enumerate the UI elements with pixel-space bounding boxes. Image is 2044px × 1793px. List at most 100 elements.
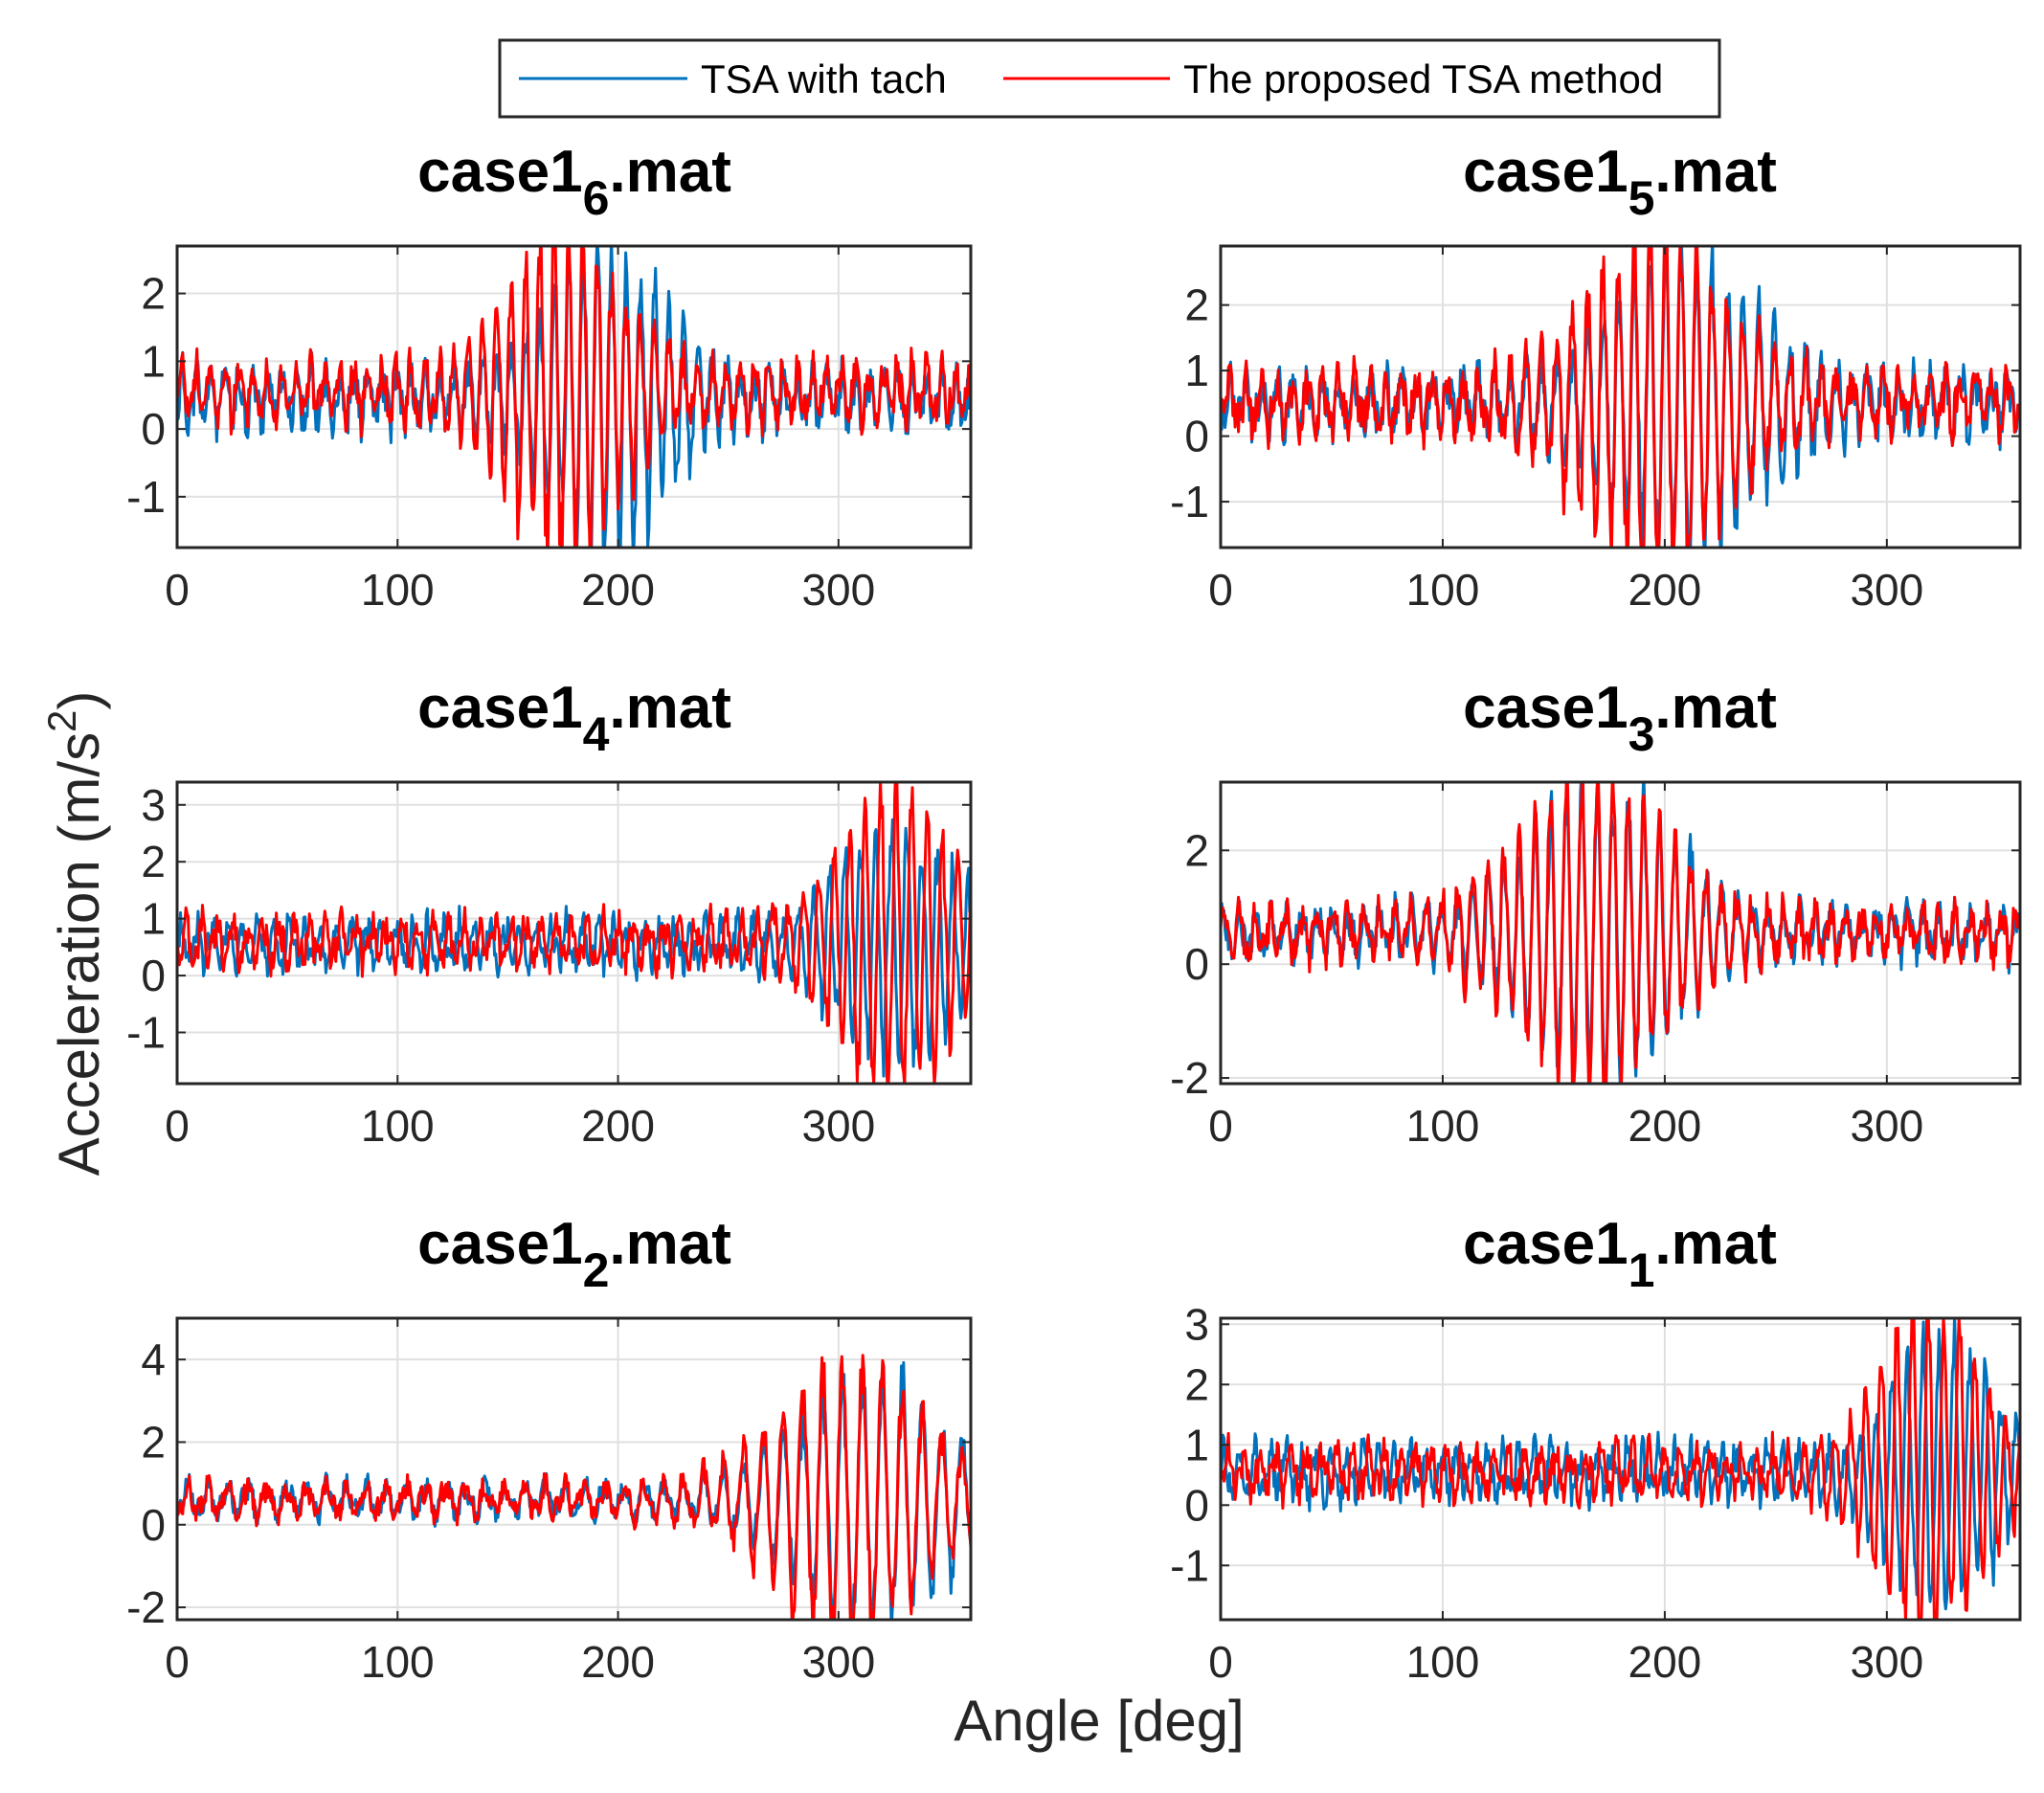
subplot-title-end: .mat xyxy=(1654,675,1776,741)
y-tick-label: 2 xyxy=(141,269,166,319)
x-tick-label: 200 xyxy=(1628,1637,1702,1687)
series-line-proposed-tsa xyxy=(1221,782,2020,1084)
y-tick-label: 1 xyxy=(1184,1420,1209,1469)
subplot-title-subscript: 6 xyxy=(583,171,610,225)
y-axis-label-end: ) xyxy=(47,691,111,710)
axes-frame xyxy=(175,1316,973,1622)
y-axis-label: Acceleration (m/s2) xyxy=(39,691,111,1177)
x-tick-label: 300 xyxy=(1850,1637,1923,1687)
y-tick-label: -1 xyxy=(126,1008,166,1058)
y-tick-label: 0 xyxy=(141,951,166,1000)
subplot-title-base: case1 xyxy=(1463,139,1628,205)
x-tick-label: 100 xyxy=(1406,1101,1480,1151)
x-tick-label: 200 xyxy=(1628,1101,1702,1151)
series-line-proposed-tsa xyxy=(1221,246,2020,548)
y-tick-label: 0 xyxy=(141,404,166,454)
x-tick-label: 200 xyxy=(581,1637,655,1687)
subplot-case1-5: case15.mat 0 100 200 300 -1 0 1 2 xyxy=(1170,139,2022,615)
y-tick-label: 3 xyxy=(141,780,166,830)
y-tick-label: 2 xyxy=(141,1417,166,1467)
series-line-proposed-tsa xyxy=(177,246,971,548)
y-tick-label: 0 xyxy=(1184,1480,1209,1530)
subplot-title-end: .mat xyxy=(1654,139,1776,205)
series-line-tsa-with-tach xyxy=(177,818,971,1078)
y-tick-label: -1 xyxy=(1170,1540,1209,1590)
axes-frame xyxy=(175,244,973,549)
subplot-title-subscript: 2 xyxy=(583,1244,610,1297)
y-tick-label: 0 xyxy=(141,1500,166,1550)
x-tick-label: 100 xyxy=(1406,1637,1480,1687)
x-tick-label: 100 xyxy=(361,1637,435,1687)
subplot-case1-6: case16.mat 0 100 200 300 -1 0 1 2 xyxy=(126,139,973,615)
legend-label-proposed-tsa: The proposed TSA method xyxy=(1183,56,1663,101)
axes-frame xyxy=(175,780,973,1086)
subplot-title-case1_5: case15.mat xyxy=(1463,139,1777,225)
subplot-title-case1_4: case14.mat xyxy=(417,675,731,761)
y-tick-label: 0 xyxy=(1184,412,1209,461)
subplot-title-base: case1 xyxy=(417,675,582,741)
y-tick-label: 1 xyxy=(141,336,166,386)
x-tick-label: 0 xyxy=(1208,565,1233,615)
x-axis-label: Angle [deg] xyxy=(954,1689,1245,1753)
x-tick-label: 200 xyxy=(1628,565,1702,615)
series-line-proposed-tsa xyxy=(177,782,971,1084)
subplot-title-end: .mat xyxy=(609,139,730,205)
x-tick-label: 0 xyxy=(1208,1101,1233,1151)
y-tick-label: -2 xyxy=(1170,1053,1209,1103)
x-tick-label: 100 xyxy=(361,565,435,615)
subplot-title-case1_2: case12.mat xyxy=(417,1211,731,1297)
x-tick-label: 300 xyxy=(801,565,875,615)
x-tick-label: 300 xyxy=(801,1637,875,1687)
subplot-title-subscript: 1 xyxy=(1628,1244,1655,1297)
subplot-title-base: case1 xyxy=(1463,1211,1628,1277)
y-tick-label: 2 xyxy=(1184,280,1209,330)
y-tick-label: 1 xyxy=(1184,346,1209,395)
subplot-title-case1_6: case16.mat xyxy=(417,139,731,225)
y-tick-label: 2 xyxy=(141,837,166,886)
y-tick-label: 0 xyxy=(1184,939,1209,989)
axes-frame xyxy=(1219,780,2022,1086)
subplot-title-case1_1: case11.mat xyxy=(1463,1211,1777,1297)
y-tick-label: 2 xyxy=(1184,825,1209,875)
plot-area xyxy=(177,1318,971,1620)
subplot-title-base: case1 xyxy=(1463,675,1628,741)
x-tick-label: 0 xyxy=(165,565,190,615)
subplot-title-subscript: 3 xyxy=(1628,707,1655,761)
x-tick-label: 0 xyxy=(1208,1637,1233,1687)
subplot-title-end: .mat xyxy=(609,675,730,741)
subplot-title-end: .mat xyxy=(609,1211,730,1277)
x-tick-label: 300 xyxy=(1850,565,1923,615)
series-line-proposed-tsa xyxy=(177,1354,971,1620)
axes-frame xyxy=(1219,244,2022,549)
legend-label-tsa-with-tach: TSA with tach xyxy=(701,56,947,101)
subplot-title-subscript: 4 xyxy=(583,707,610,761)
series-line-proposed-tsa xyxy=(1221,1318,2020,1620)
x-tick-label: 100 xyxy=(1406,565,1480,615)
subplot-case1-4: case14.mat 0 100 200 300 -1 0 1 2 3 xyxy=(126,675,973,1151)
legend: TSA with tach The proposed TSA method xyxy=(498,38,1721,119)
subplot-title-subscript: 5 xyxy=(1628,171,1655,225)
y-tick-label: -2 xyxy=(126,1582,166,1632)
y-axis-label-superscript: 2 xyxy=(39,710,84,732)
x-tick-label: 300 xyxy=(801,1101,875,1151)
y-tick-label: 3 xyxy=(1184,1299,1209,1349)
y-tick-label: -1 xyxy=(1170,477,1209,527)
axes-frame xyxy=(1219,1316,2022,1622)
y-tick-label: 2 xyxy=(1184,1359,1209,1409)
subplot-title-end: .mat xyxy=(1654,1211,1776,1277)
x-tick-label: 0 xyxy=(165,1101,190,1151)
y-tick-label: 4 xyxy=(141,1334,166,1384)
subplot-title-base: case1 xyxy=(417,1211,582,1277)
x-tick-label: 0 xyxy=(165,1637,190,1687)
subplot-title-base: case1 xyxy=(417,139,582,205)
x-tick-label: 100 xyxy=(361,1101,435,1151)
x-tick-label: 200 xyxy=(581,1101,655,1151)
y-tick-label: -1 xyxy=(126,472,166,522)
subplot-title-case1_3: case13.mat xyxy=(1463,675,1777,761)
x-tick-label: 200 xyxy=(581,565,655,615)
x-tick-label: 300 xyxy=(1850,1101,1923,1151)
